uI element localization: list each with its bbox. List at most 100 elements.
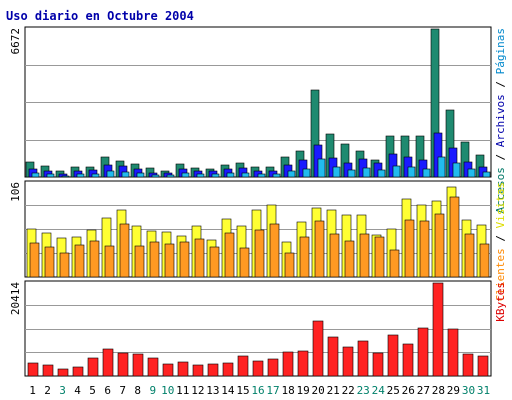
bar-visits-clientes-day-16 [254,229,265,278]
legend-label-accesos: Accesos [494,167,507,213]
bar-visits-clientes-day-13 [209,246,220,278]
bar-visits-clientes-day-31 [479,243,490,278]
bar-visits-clientes-day-14 [224,232,235,278]
x-tick-label-day-14: 14 [221,384,235,397]
bar-kbytes-kbytes-day-25 [387,334,399,377]
bar-hits-páginas-day-24 [377,169,386,178]
panel-visits-legend: Clientes / Visitas [494,182,507,301]
bar-visits-clientes-day-2 [44,246,55,278]
bar-kbytes-kbytes-day-28 [432,282,444,377]
bar-kbytes-kbytes-day-30 [462,353,474,377]
bar-visits-clientes-day-25 [389,249,400,278]
bar-kbytes-kbytes-day-1 [27,362,39,377]
x-tick-label-day-13: 13 [206,384,219,397]
bar-kbytes-kbytes-day-27 [417,327,429,377]
bar-hits-páginas-day-20 [317,158,326,178]
chart-title: Uso diario en Octubre 2004 [6,9,194,23]
x-tick-label-day-30: 30 [462,384,475,397]
bar-visits-clientes-day-8 [134,245,145,278]
bar-visits-clientes-day-18 [284,252,295,278]
bar-hits-páginas-day-11 [181,172,190,178]
bar-visits-clientes-day-5 [89,240,100,278]
bar-hits-páginas-day-28 [437,156,446,178]
x-tick-label-day-19: 19 [296,384,309,397]
bar-hits-páginas-day-19 [302,168,311,178]
bar-hits-páginas-day-1 [31,172,40,178]
bar-hits-páginas-day-15 [241,172,250,178]
panel-hits: 6672 Accesos / Archivos / Páginas [9,26,507,213]
bar-hits-páginas-day-18 [287,170,296,178]
bar-hits-páginas-day-25 [392,165,401,178]
x-tick-label-day-3: 3 [59,384,66,397]
x-tick-label-day-28: 28 [432,384,445,397]
bar-visits-clientes-day-26 [404,219,415,278]
bar-visits-clientes-day-29 [449,196,460,278]
panel-kbytes-max-label: 20414 [9,282,22,315]
bar-hits-páginas-day-13 [211,173,220,178]
bar-hits-páginas-day-22 [347,169,356,178]
bar-hits-páginas-day-5 [91,173,100,178]
panel-visits: 106 Clientes / Visitas [9,180,507,301]
bar-visits-clientes-day-28 [434,213,445,278]
bar-visits-clientes-day-10 [164,243,175,278]
legend-label-páginas: Páginas [494,28,507,74]
bar-hits-páginas-day-23 [362,167,371,178]
bar-kbytes-kbytes-day-18 [282,351,294,377]
bar-hits-páginas-day-26 [407,166,416,178]
panel-hits-max-label: 6672 [9,28,22,55]
bar-kbytes-kbytes-day-9 [147,357,159,377]
bar-hits-páginas-day-8 [136,172,145,178]
bar-visits-clientes-day-27 [419,220,430,278]
bar-kbytes-kbytes-day-21 [327,336,339,377]
bar-hits-páginas-day-29 [452,162,461,178]
x-tick-label-day-6: 6 [104,384,111,397]
legend-label-kbytes: KBytes [494,282,507,322]
x-tick-label-day-31: 31 [477,384,490,397]
bar-visits-clientes-day-4 [74,244,85,278]
bar-kbytes-kbytes-day-19 [297,350,309,377]
bar-hits-páginas-day-30 [467,168,476,178]
x-tick-label-day-9: 9 [149,384,156,397]
x-tick-label-day-2: 2 [44,384,51,397]
bar-visits-clientes-day-22 [344,240,355,278]
bar-kbytes-kbytes-day-23 [357,340,369,377]
bar-hits-páginas-day-27 [422,168,431,178]
bar-hits-páginas-day-3 [61,175,70,178]
bar-visits-clientes-day-12 [194,238,205,278]
bar-kbytes-kbytes-day-7 [117,352,129,377]
x-tick-label-day-16: 16 [251,384,264,397]
bar-kbytes-kbytes-day-13 [207,363,219,377]
bar-visits-clientes-day-21 [329,233,340,278]
bar-hits-páginas-day-7 [121,171,130,178]
bar-kbytes-kbytes-day-4 [72,366,84,377]
x-tick-label-day-29: 29 [447,384,460,397]
bar-visits-clientes-day-19 [299,236,310,278]
bar-visits-clientes-day-1 [29,242,40,278]
bar-kbytes-kbytes-day-17 [267,358,279,377]
x-tick-label-day-27: 27 [417,384,430,397]
panel-kbytes-legend: KBytes [494,282,507,322]
bar-hits-páginas-day-4 [76,173,85,178]
bar-visits-clientes-day-7 [119,223,130,278]
bar-visits-clientes-day-30 [464,233,475,278]
bar-hits-páginas-day-9 [151,174,160,178]
bar-visits-clientes-day-15 [239,247,250,278]
x-tick-label-day-25: 25 [387,384,400,397]
bar-hits-páginas-day-21 [332,166,341,178]
bar-kbytes-kbytes-day-10 [162,363,174,377]
legend-separator: / [494,228,507,248]
bar-hits-páginas-day-14 [226,172,235,178]
bar-visits-clientes-day-23 [359,233,370,278]
bar-hits-páginas-day-12 [196,173,205,178]
bar-hits-páginas-day-10 [166,174,175,178]
x-tick-label-day-11: 11 [176,384,189,397]
x-tick-label-day-23: 23 [357,384,370,397]
bar-hits-páginas-day-2 [46,173,55,178]
bar-kbytes-kbytes-day-11 [177,361,189,377]
bar-kbytes-kbytes-day-31 [477,355,489,377]
x-axis-day-labels: 1 2 3 4 5 6 7 8 9 10 11 12 13 14 15 16 17 18 19 20 21 22 23 24 2… [29,384,490,397]
bar-kbytes-kbytes-day-20 [312,320,324,377]
x-tick-label-day-20: 20 [311,384,324,397]
bar-kbytes-kbytes-day-3 [57,368,69,377]
bar-kbytes-kbytes-day-5 [87,357,99,377]
